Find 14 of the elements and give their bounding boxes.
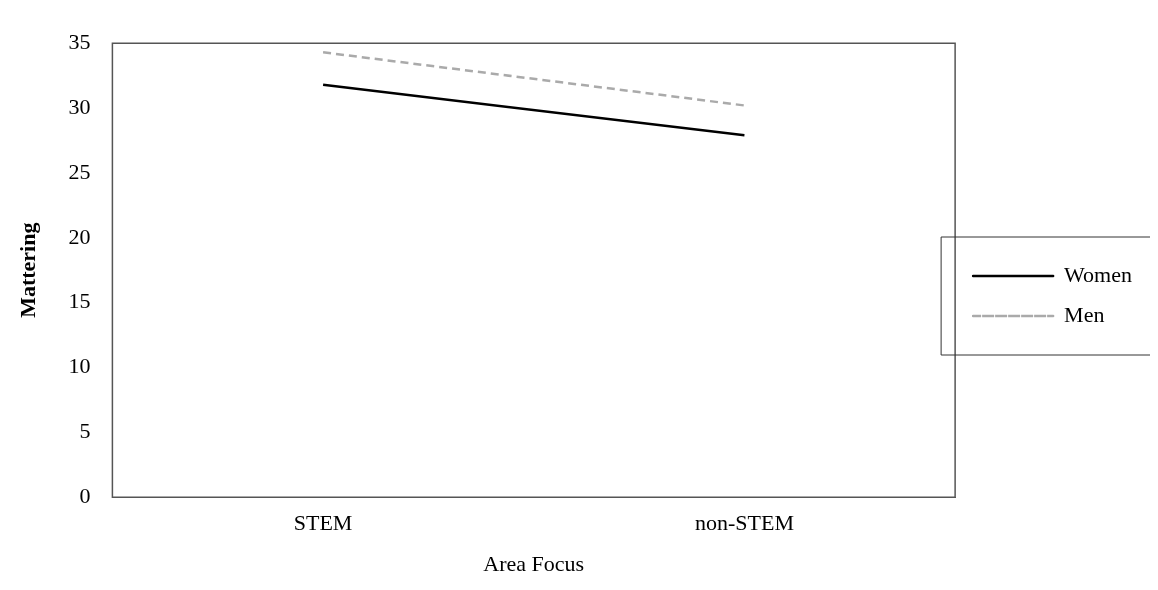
y-tick-label: 15: [68, 288, 91, 314]
x-tick-label: STEM: [293, 510, 353, 536]
legend-label: Men: [1064, 301, 1105, 327]
y-tick-label: 30: [68, 93, 91, 119]
y-tick-label: 5: [79, 418, 91, 444]
y-axis-title: Mattering: [14, 222, 40, 318]
legend-label: Women: [1064, 261, 1133, 287]
x-tick-label: non-STEM: [694, 510, 794, 536]
y-tick-label: 25: [68, 158, 91, 184]
y-tick-label: 0: [79, 482, 91, 508]
y-tick-label: 20: [68, 223, 91, 249]
y-tick-label: 10: [68, 353, 91, 379]
x-axis-title: Area Focus: [483, 550, 585, 576]
y-tick-label: 35: [68, 28, 91, 54]
